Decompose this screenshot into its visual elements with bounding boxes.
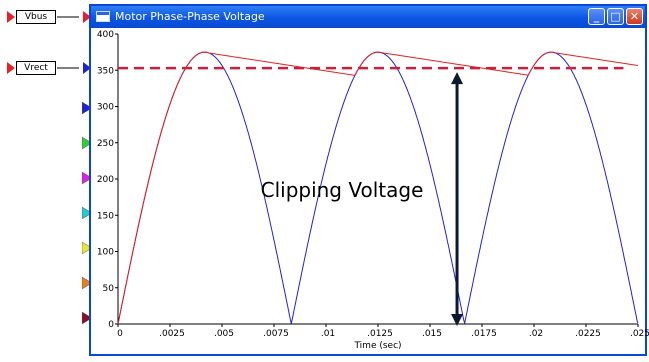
port-vrect-label: Vrect xyxy=(16,61,56,75)
window-title: Motor Phase-Phase Voltage xyxy=(115,10,265,23)
port-vrect[interactable]: Vrect xyxy=(7,61,91,75)
maximize-button[interactable]: □ xyxy=(607,8,624,25)
window-app-icon xyxy=(96,11,110,22)
port-vbus-arrows xyxy=(7,11,91,23)
marker-blue xyxy=(82,101,93,115)
marker-yellow xyxy=(82,241,93,255)
marker-green xyxy=(82,136,93,150)
marker-magenta xyxy=(82,171,93,185)
port-vbus[interactable]: Vbus xyxy=(7,10,91,24)
minimize-button[interactable]: _ xyxy=(588,8,605,25)
port-vrect-arrows xyxy=(7,62,91,74)
marker-darkred xyxy=(82,311,93,325)
plot-window[interactable]: Motor Phase-Phase Voltage _ □ ✕ xyxy=(89,4,647,356)
marker-cyan xyxy=(82,206,93,220)
marker-orange xyxy=(82,276,93,290)
port-vbus-label: Vbus xyxy=(16,10,56,24)
window-titlebar[interactable]: Motor Phase-Phase Voltage _ □ ✕ xyxy=(91,6,645,28)
input-marker-column xyxy=(82,101,93,325)
close-button[interactable]: ✕ xyxy=(626,8,643,25)
